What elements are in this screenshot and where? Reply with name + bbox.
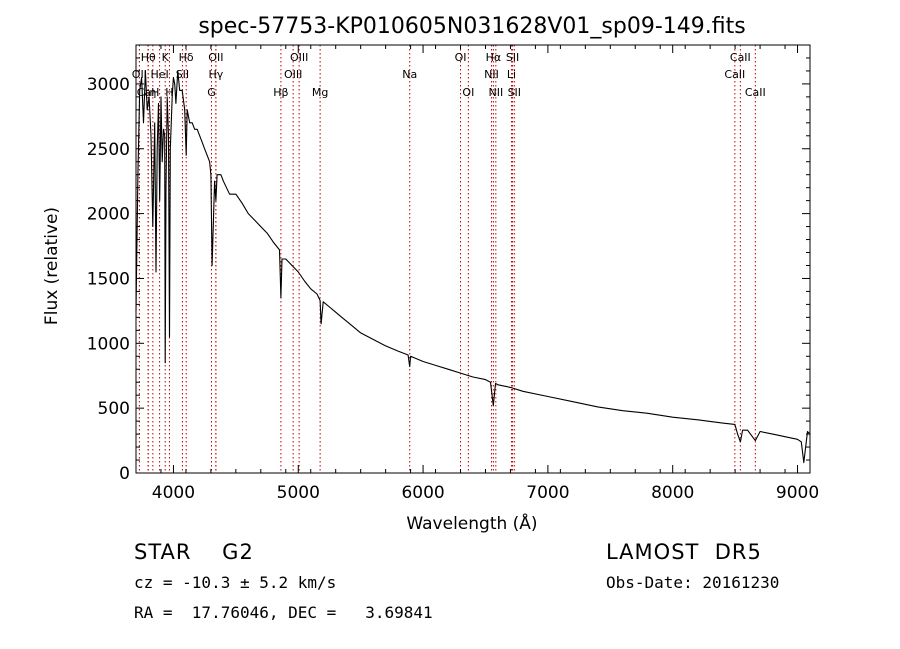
y-tick-label: 2500 <box>87 140 130 160</box>
x-tick-label: 8000 <box>651 483 694 503</box>
observation-date: Obs-Date: 20161230 <box>606 573 780 592</box>
line-label: OI <box>455 51 467 64</box>
line-label: Hα <box>486 51 502 64</box>
x-axis: 4000 5000 6000 7000 8000 9000 <box>135 45 819 503</box>
series-layer <box>135 70 811 464</box>
line-label: SII <box>176 68 189 81</box>
y-tick-label: 3000 <box>87 75 130 95</box>
line-label: OIII <box>290 51 308 64</box>
object-class: STAR G2 <box>134 540 254 564</box>
plot-frame <box>135 44 811 474</box>
spectrum-line <box>135 70 811 464</box>
redshift-velocity: cz = -10.3 ± 5.2 km/s <box>134 573 337 592</box>
y-tick-label: 2000 <box>87 205 130 225</box>
y-tick-label: 1000 <box>87 334 130 354</box>
y-axis: 0 500 1000 1500 2000 2500 3000 <box>87 44 810 484</box>
line-label: CaII <box>730 51 751 64</box>
line-label: SII <box>506 51 519 64</box>
line-label: SII <box>508 86 521 99</box>
line-label: H <box>165 86 173 99</box>
line-label: Hγ <box>208 68 223 81</box>
line-label: NII <box>488 86 503 99</box>
line-label: Hθ <box>141 51 156 64</box>
x-tick-label: 6000 <box>401 483 444 503</box>
line-label: K <box>162 51 170 64</box>
emission-line-markers <box>138 45 756 473</box>
x-tick-label: 7000 <box>526 483 569 503</box>
line-label: Mg <box>312 86 328 99</box>
line-label: CaII <box>724 68 745 81</box>
line-label: Hδ <box>179 51 194 64</box>
chart-title: spec-57753-KP010605N031628V01_sp09-149.f… <box>198 14 745 39</box>
x-axis-label: Wavelength (Å) <box>406 512 537 534</box>
y-tick-label: 0 <box>119 464 130 484</box>
x-tick-label: 5000 <box>277 483 320 503</box>
survey-name: LAMOST DR5 <box>606 540 762 564</box>
coordinates: RA = 17.76046, DEC = 3.69841 <box>134 603 433 622</box>
line-label: OII <box>208 51 223 64</box>
line-label: NII <box>484 68 499 81</box>
line-label: HeI <box>150 68 168 81</box>
line-label: OI <box>462 86 474 99</box>
x-tick-label: 9000 <box>776 483 819 503</box>
line-label: OIII <box>284 68 302 81</box>
y-tick-label: 500 <box>98 399 130 419</box>
line-label: Li <box>507 68 516 81</box>
line-label: Na <box>402 68 417 81</box>
line-label: CaII <box>745 86 766 99</box>
y-axis-label: Flux (relative) <box>42 207 62 325</box>
line-label: G <box>207 86 216 99</box>
line-label: Hβ <box>273 86 288 99</box>
line-label: η <box>149 86 156 99</box>
x-tick-label: 4000 <box>152 483 195 503</box>
y-tick-label: 1500 <box>87 269 130 289</box>
